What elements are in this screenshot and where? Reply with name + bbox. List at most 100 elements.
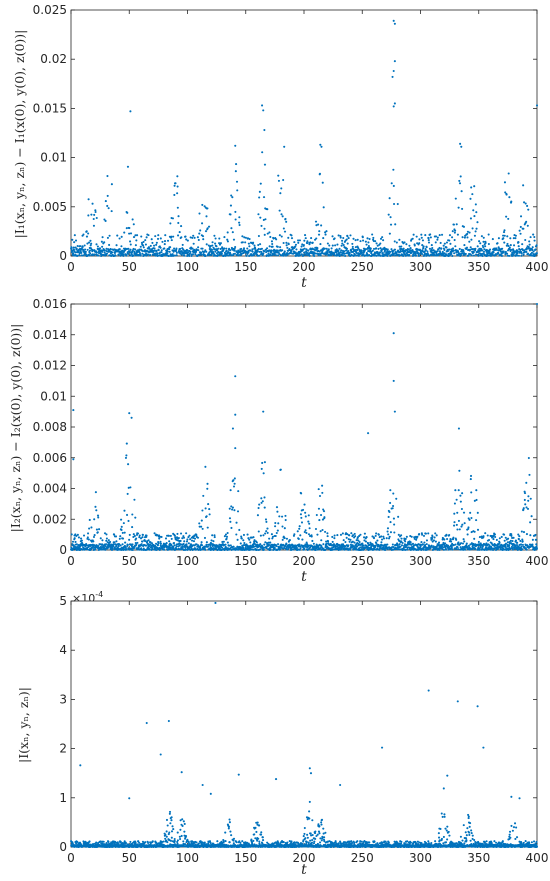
data-point [226,532,229,535]
data-point [225,535,229,538]
data-point [200,525,203,528]
data-point [407,248,410,251]
data-point [520,545,523,548]
data-point [505,215,508,218]
data-point [78,545,82,548]
data-point [308,254,311,257]
data-point [437,541,441,544]
data-point [475,211,478,214]
data-point [464,252,467,255]
data-point [201,509,204,512]
data-point [421,533,424,536]
data-point [374,240,377,243]
data-point [529,497,532,500]
data-point [88,254,91,257]
data-point [438,234,441,237]
data-point [281,249,284,252]
data-point [215,245,218,248]
panel-1: |I₁(xₙ, yₙ, zₙ) − I₁(x(0), y(0), z(0))| … [12,3,548,291]
data-point [273,547,276,550]
data-point [315,224,318,227]
data-point [169,253,172,256]
data-point [74,239,78,242]
data-point [281,538,284,541]
data-point [364,240,367,243]
data-point [525,481,528,484]
data-point [353,541,356,544]
data-point [270,533,273,536]
data-point [146,253,150,256]
data-point [308,243,311,246]
data-point [161,240,164,243]
data-point [434,241,437,244]
data-point [529,236,532,239]
data-point [470,491,473,494]
data-point [446,250,449,253]
data-point [392,168,395,171]
data-point [475,498,478,502]
data-point [321,250,324,253]
data-point [344,254,347,258]
data-point [170,235,173,238]
data-point [469,478,472,481]
data-point [261,500,264,503]
data-point [201,247,204,250]
data-point [451,548,454,551]
data-point [204,230,208,233]
y-tick-label: 0.025 [33,3,67,17]
y-tick-label: 0.015 [33,101,67,115]
data-point [333,254,336,257]
data-point [201,527,204,530]
data-point [471,227,474,230]
data-point [262,472,265,475]
data-point [233,247,236,250]
data-point [104,200,107,203]
data-point [247,251,250,254]
data-point [105,537,108,540]
data-point [80,251,83,254]
data-point [285,220,288,223]
data-point [321,181,324,184]
data-point [458,469,461,472]
data-point [183,254,186,257]
data-point [523,498,526,502]
data-point [129,240,132,243]
data-point [360,251,363,254]
x-tick-label: 250 [351,260,374,274]
data-point [301,538,304,541]
data-point [530,251,534,254]
data-point [259,216,262,219]
data-point [424,234,427,237]
data-point [169,822,172,825]
data-point [451,230,454,233]
data-point [94,491,97,494]
data-point [107,207,110,210]
data-point [324,548,327,552]
data-point [147,234,150,237]
y-axis-label: |I₂(xₙ, yₙ, zₙ) − I₂(x(0), y(0), z(0))| [8,324,23,533]
data-point [229,204,232,207]
x-tick-label: 400 [526,554,549,568]
data-point [304,237,307,240]
data-point [100,548,103,551]
data-point [176,185,179,188]
data-point [450,252,453,256]
data-point [436,250,439,253]
data-point [88,518,91,521]
data-point [319,254,322,257]
data-point [491,238,494,241]
data-point [222,540,225,543]
data-point [389,501,392,505]
data-point [120,518,123,521]
data-point [402,247,405,250]
data-point [93,518,96,521]
data-point [135,543,138,546]
data-point [323,247,326,250]
data-point [198,232,201,235]
data-point [462,511,466,514]
data-point [318,519,321,522]
data-point [145,236,148,239]
data-point [105,252,109,255]
data-point [144,239,147,242]
data-point [337,234,340,237]
